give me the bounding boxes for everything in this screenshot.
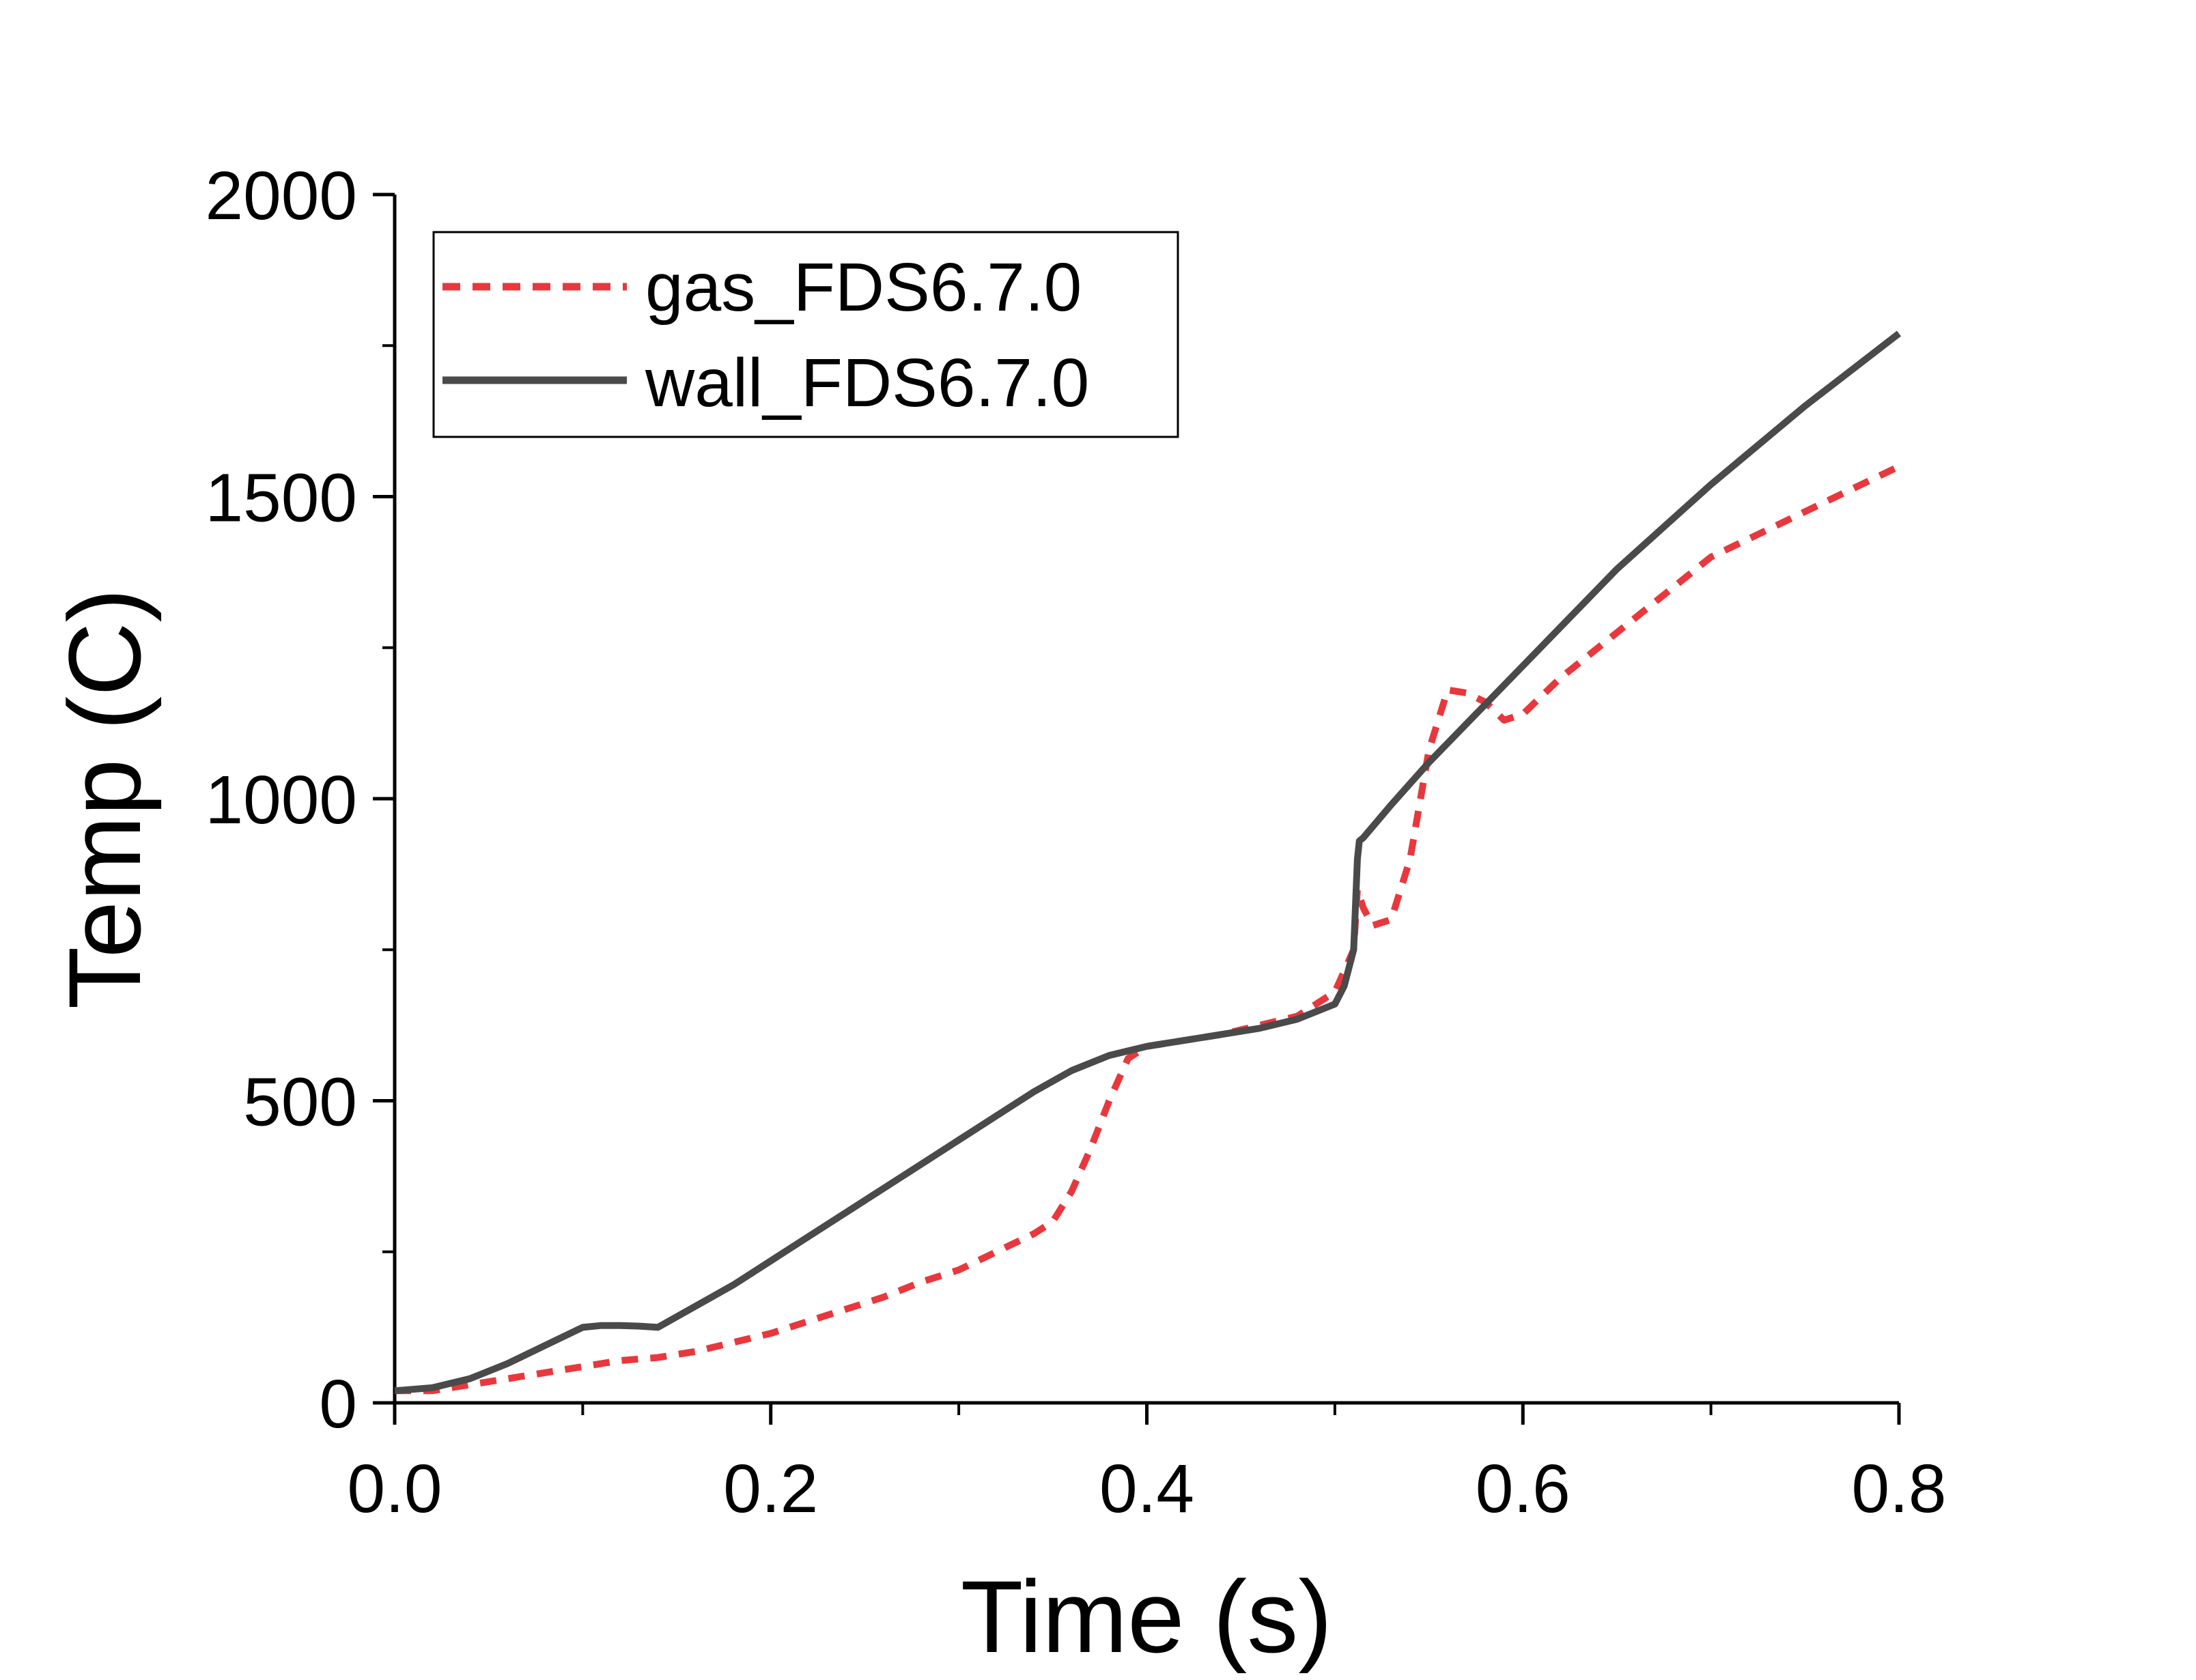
y-tick-label: 0 <box>319 1366 357 1442</box>
series-line-wall <box>394 330 1902 1395</box>
series-line-gas <box>395 463 1901 1395</box>
y-tick-label: 1000 <box>206 762 357 838</box>
ticks-layer: 0.0 0.2 0.4 0.6 0.8 0 500 1000 1500 2000 <box>206 158 1947 1527</box>
y-tick-label: 500 <box>243 1064 357 1141</box>
x-axis-label: Time (s) <box>961 1559 1332 1674</box>
legend-frame <box>432 231 1179 438</box>
x-tick-label: 0.8 <box>1851 1451 1946 1527</box>
x-tick-label: 0.6 <box>1476 1451 1571 1527</box>
plot-area: 0.0 0.2 0.4 0.6 0.8 0 500 1000 1500 2000 <box>206 158 1947 1527</box>
x-tick-label: 0.2 <box>723 1451 818 1527</box>
y-tick-label: 1500 <box>206 460 357 537</box>
y-tick-label: 2000 <box>206 158 357 234</box>
y-axis-label: Temp (C) <box>47 588 162 1010</box>
legend: gas_FDS6.7.0 wall_FDS6.7.0 <box>432 231 1179 438</box>
legend-label-gas: gas_FDS6.7.0 <box>645 249 1082 326</box>
x-tick-label: 0.4 <box>1099 1451 1194 1527</box>
series-layer <box>394 330 1902 1395</box>
legend-label-wall: wall_FDS6.7.0 <box>645 345 1089 421</box>
x-tick-label: 0.0 <box>347 1451 442 1527</box>
